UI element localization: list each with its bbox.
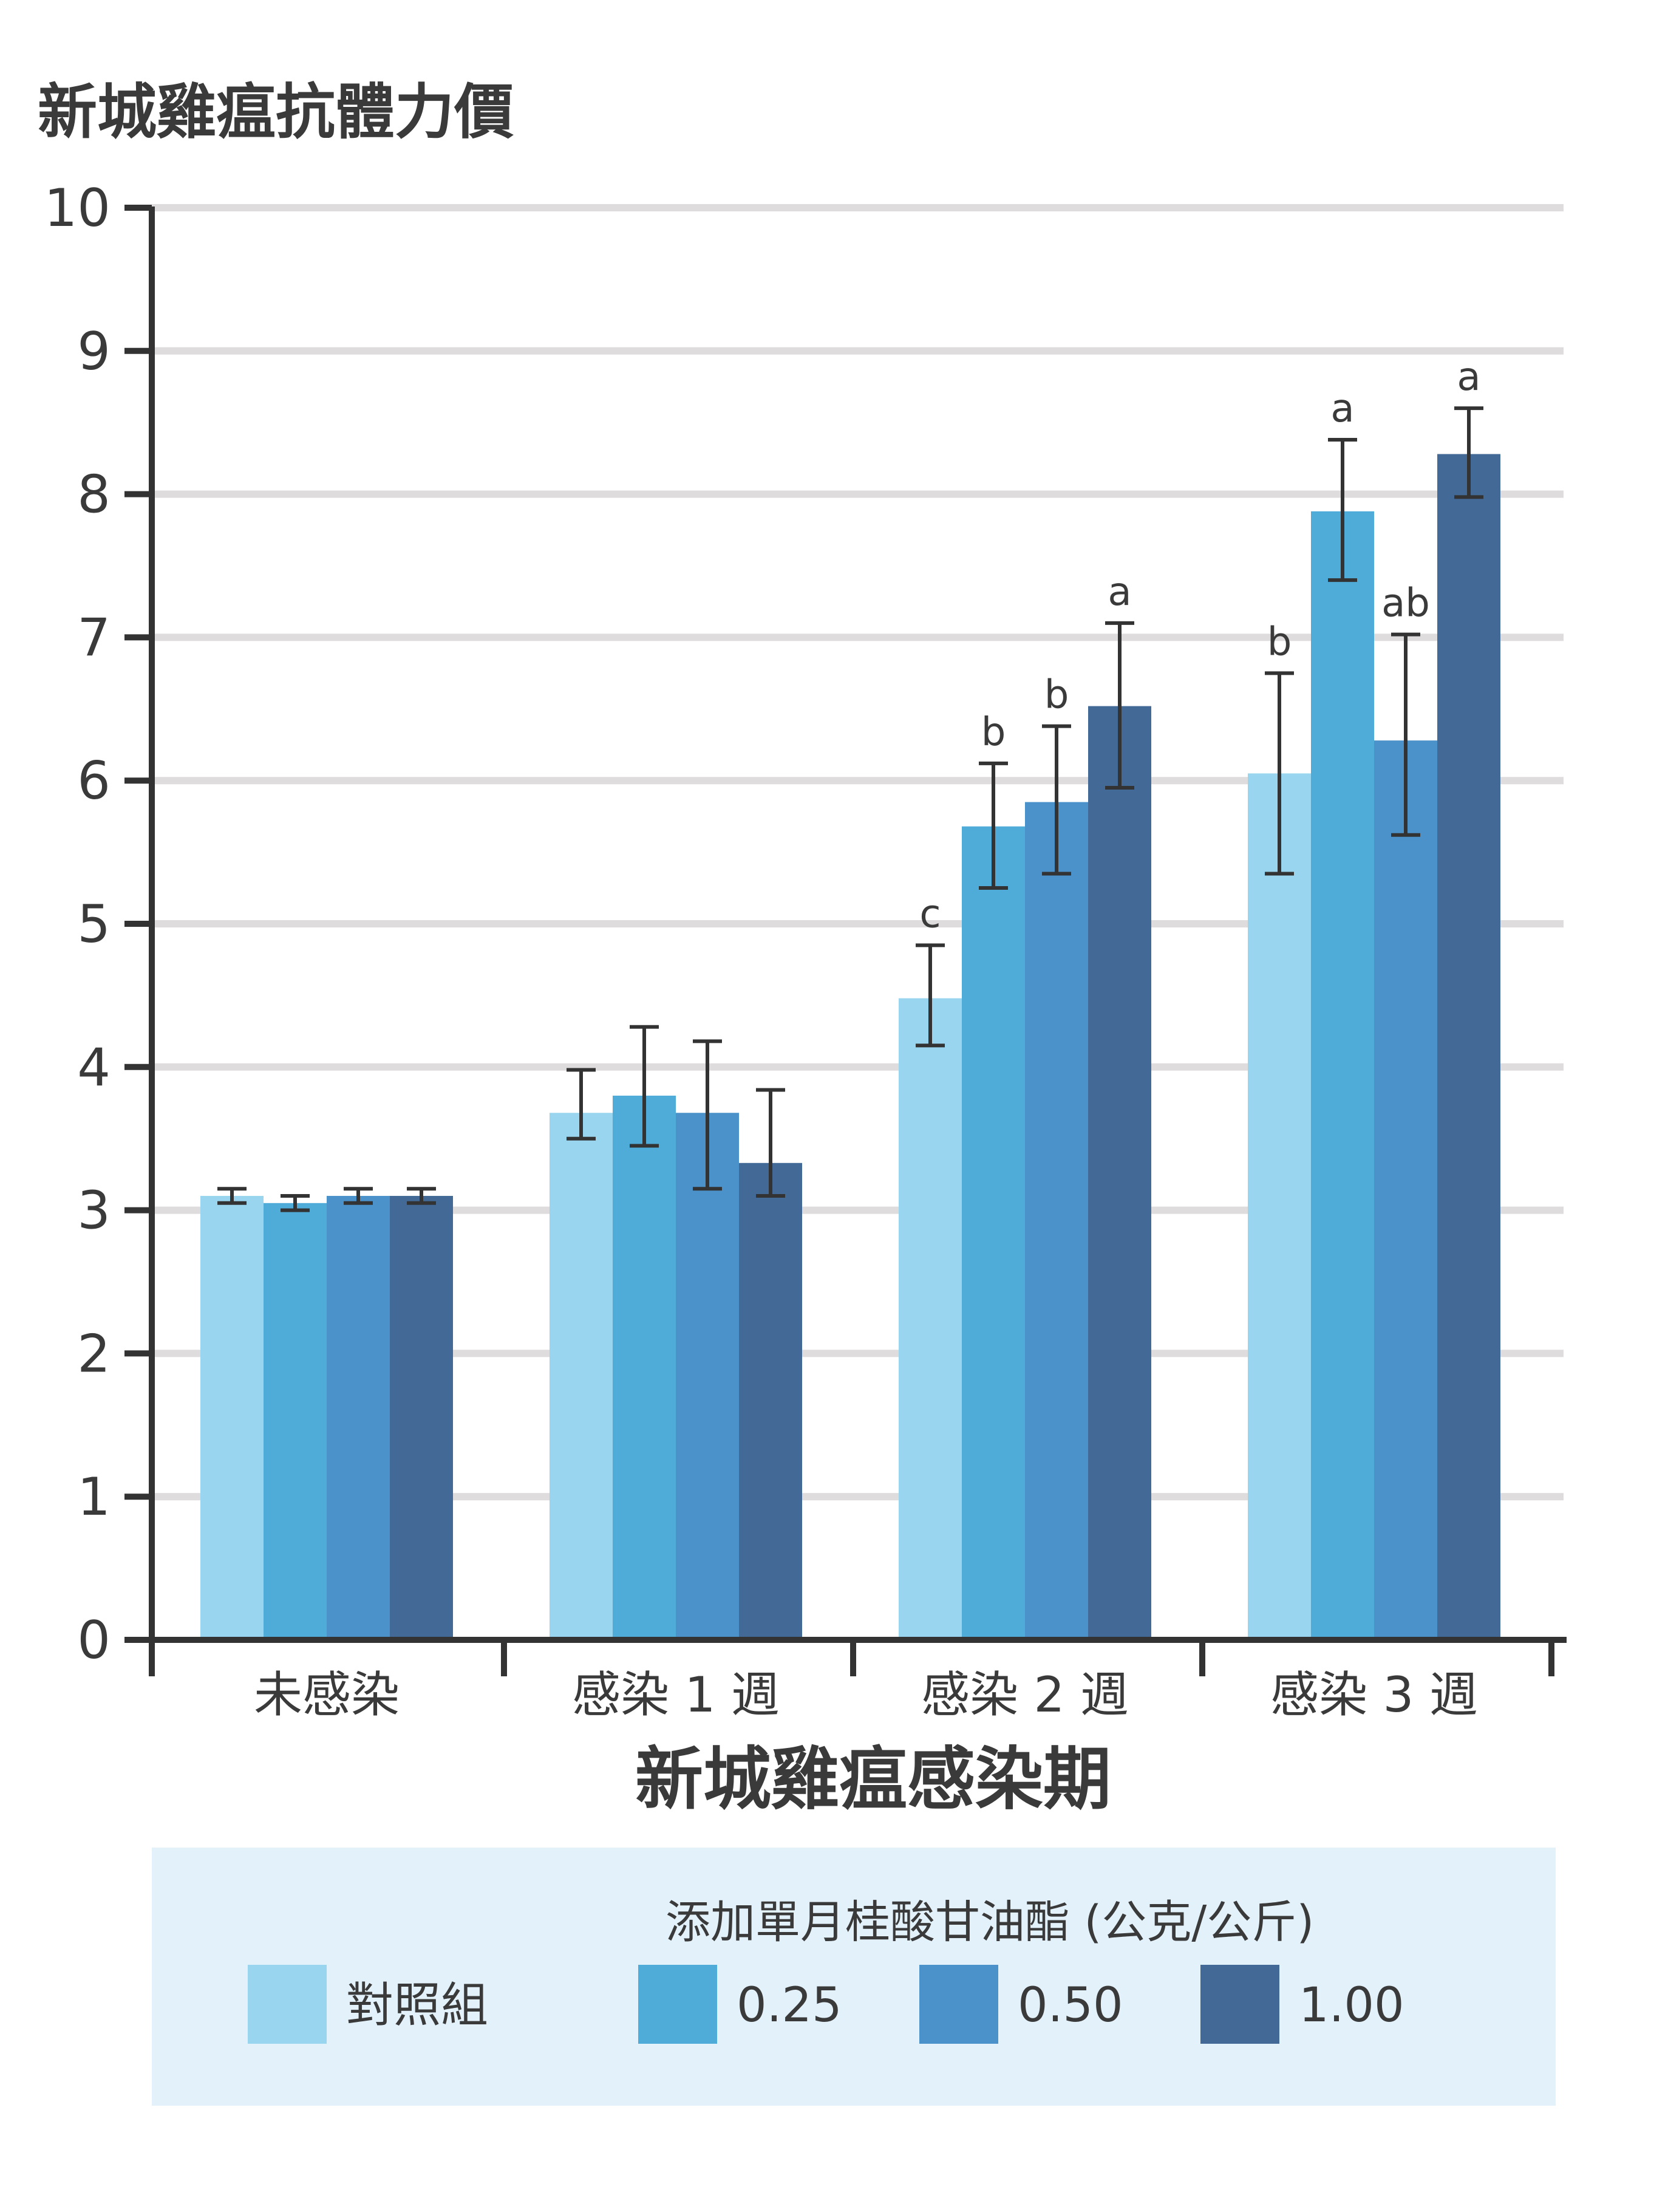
bar	[1088, 706, 1151, 1640]
y-tick-label: 1	[77, 1467, 111, 1528]
bar	[613, 1095, 676, 1640]
bar	[1374, 740, 1437, 1640]
significance-label: ab	[1381, 581, 1430, 626]
category-label: 感染 2 週	[921, 1667, 1129, 1723]
x-category-labels: 未感染 感染 1 週 感染 2 週 感染 3 週	[254, 1667, 1478, 1723]
x-axis-label: 新城雞瘟感染期	[635, 1740, 1111, 1819]
significance-label: b	[981, 710, 1006, 755]
bar	[390, 1196, 453, 1640]
bar	[899, 998, 962, 1640]
bar	[200, 1196, 264, 1640]
legend-swatch	[638, 1965, 717, 2044]
y-tick-label: 8	[77, 465, 111, 525]
legend-background	[152, 1848, 1556, 2106]
legend-swatch	[919, 1965, 998, 2044]
legend-title: 添加單月桂酸甘油酯 (公克/公斤)	[665, 1896, 1314, 1948]
significance-label: a	[1457, 355, 1480, 400]
category-label: 感染 1 週	[572, 1667, 780, 1723]
bar	[962, 826, 1025, 1640]
category-label: 感染 3 週	[1270, 1667, 1478, 1723]
y-tick-label: 10	[44, 178, 111, 239]
y-tick-label: 5	[77, 894, 111, 955]
category-label: 未感染	[254, 1667, 400, 1723]
bar	[550, 1113, 613, 1640]
y-axis-label: 新城雞瘟抗體力價	[38, 78, 514, 147]
axes	[124, 205, 1567, 1676]
bar	[739, 1162, 802, 1640]
significance-label: c	[919, 892, 941, 937]
legend-label: 0.50	[1018, 1978, 1123, 2033]
y-tick-label: 2	[77, 1323, 111, 1384]
error-bars	[217, 406, 1483, 1212]
y-tick-labels: 0 1 2 3 4 5 6 7 8 9 10	[44, 178, 111, 1671]
y-tick-label: 9	[77, 321, 111, 382]
y-tick-label: 0	[77, 1610, 111, 1671]
legend-label: 對照組	[346, 1978, 488, 2033]
legend: 添加單月桂酸甘油酯 (公克/公斤) 對照組 0.25 0.50 1.00	[152, 1848, 1556, 2106]
bars	[200, 454, 1500, 1640]
bar	[1311, 511, 1374, 1640]
bar	[1248, 773, 1311, 1640]
bar	[1437, 454, 1500, 1640]
y-tick-label: 7	[77, 607, 111, 668]
significance-label: a	[1108, 570, 1131, 615]
significance-label: b	[1044, 673, 1069, 718]
legend-label: 0.25	[737, 1978, 842, 2033]
significance-label: a	[1330, 386, 1354, 431]
y-tick-label: 6	[77, 751, 111, 811]
bar	[1025, 802, 1088, 1640]
legend-swatch	[1200, 1965, 1279, 2044]
legend-swatch	[248, 1965, 327, 2044]
y-tick-label: 3	[77, 1181, 111, 1241]
y-tick-label: 4	[77, 1037, 111, 1098]
bar	[676, 1113, 739, 1640]
bar	[264, 1203, 327, 1640]
significance-label: b	[1267, 620, 1292, 664]
legend-label: 1.00	[1299, 1978, 1404, 2033]
bar	[327, 1196, 390, 1640]
